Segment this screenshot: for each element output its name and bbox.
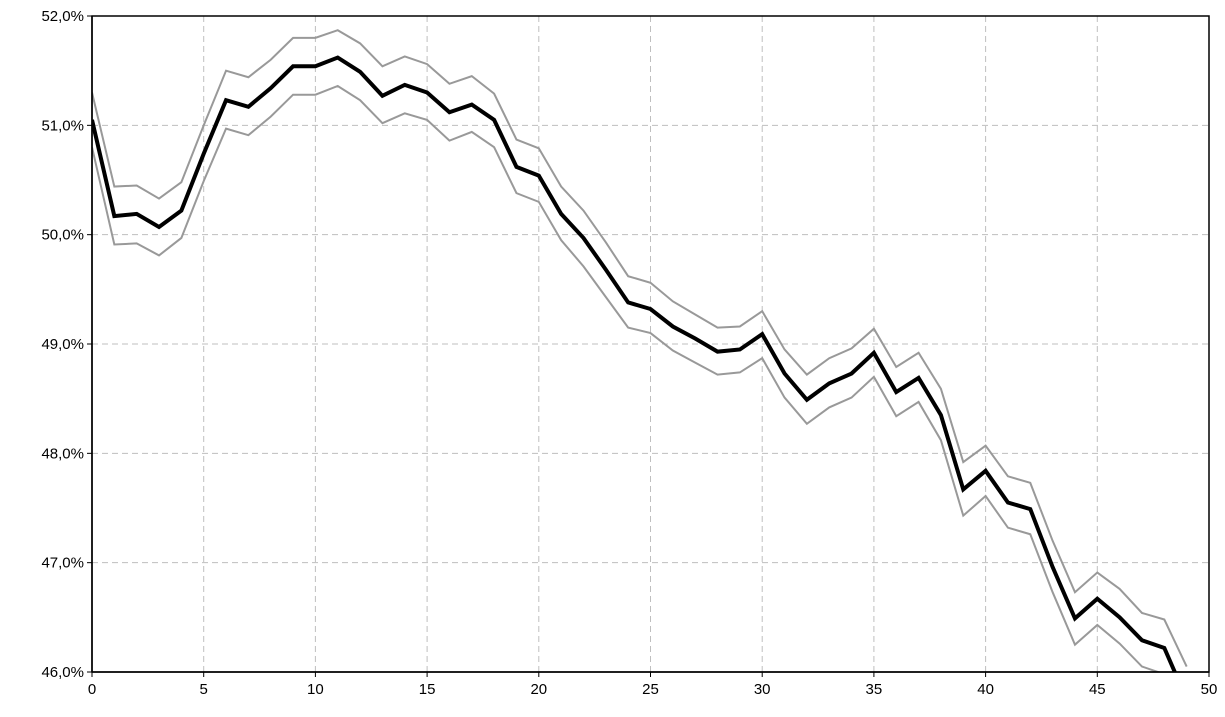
x-tick-label: 40 [977,681,994,698]
x-tick-label: 35 [866,681,883,698]
y-tick-label: 47,0% [41,555,84,572]
y-tick-label: 52,0% [41,8,84,25]
x-tick-label: 5 [200,681,208,698]
gridlines [92,16,1209,672]
series-line-main [92,55,1177,672]
x-tick-label: 10 [307,681,324,698]
plot-border [91,15,1210,673]
x-tick-label: 15 [419,681,436,698]
y-tick-label: 50,0% [41,227,84,244]
series-line-lower [92,84,1162,672]
x-axis-ticks: 0 5 10 15 20 25 30 35 40 45 50 [88,672,1218,698]
y-tick-label: 49,0% [41,336,84,353]
series-layer [92,29,1188,672]
y-tick-label: 48,0% [41,445,84,462]
x-tick-label: 0 [88,681,96,698]
series-line-upper [92,29,1188,667]
y-tick-label: 51,0% [41,117,84,134]
x-tick-label: 45 [1089,681,1106,698]
x-tick-label: 20 [530,681,547,698]
y-tick-label: 46,0% [41,664,84,681]
x-tick-label: 25 [642,681,659,698]
plot-frame [91,15,1210,673]
y-axis-ticks: 46,0% 47,0% 48,0% 49,0% 50,0% 51,0% 52,0% [41,8,92,681]
x-tick-label: 50 [1201,681,1218,698]
x-tick-label: 30 [754,681,771,698]
